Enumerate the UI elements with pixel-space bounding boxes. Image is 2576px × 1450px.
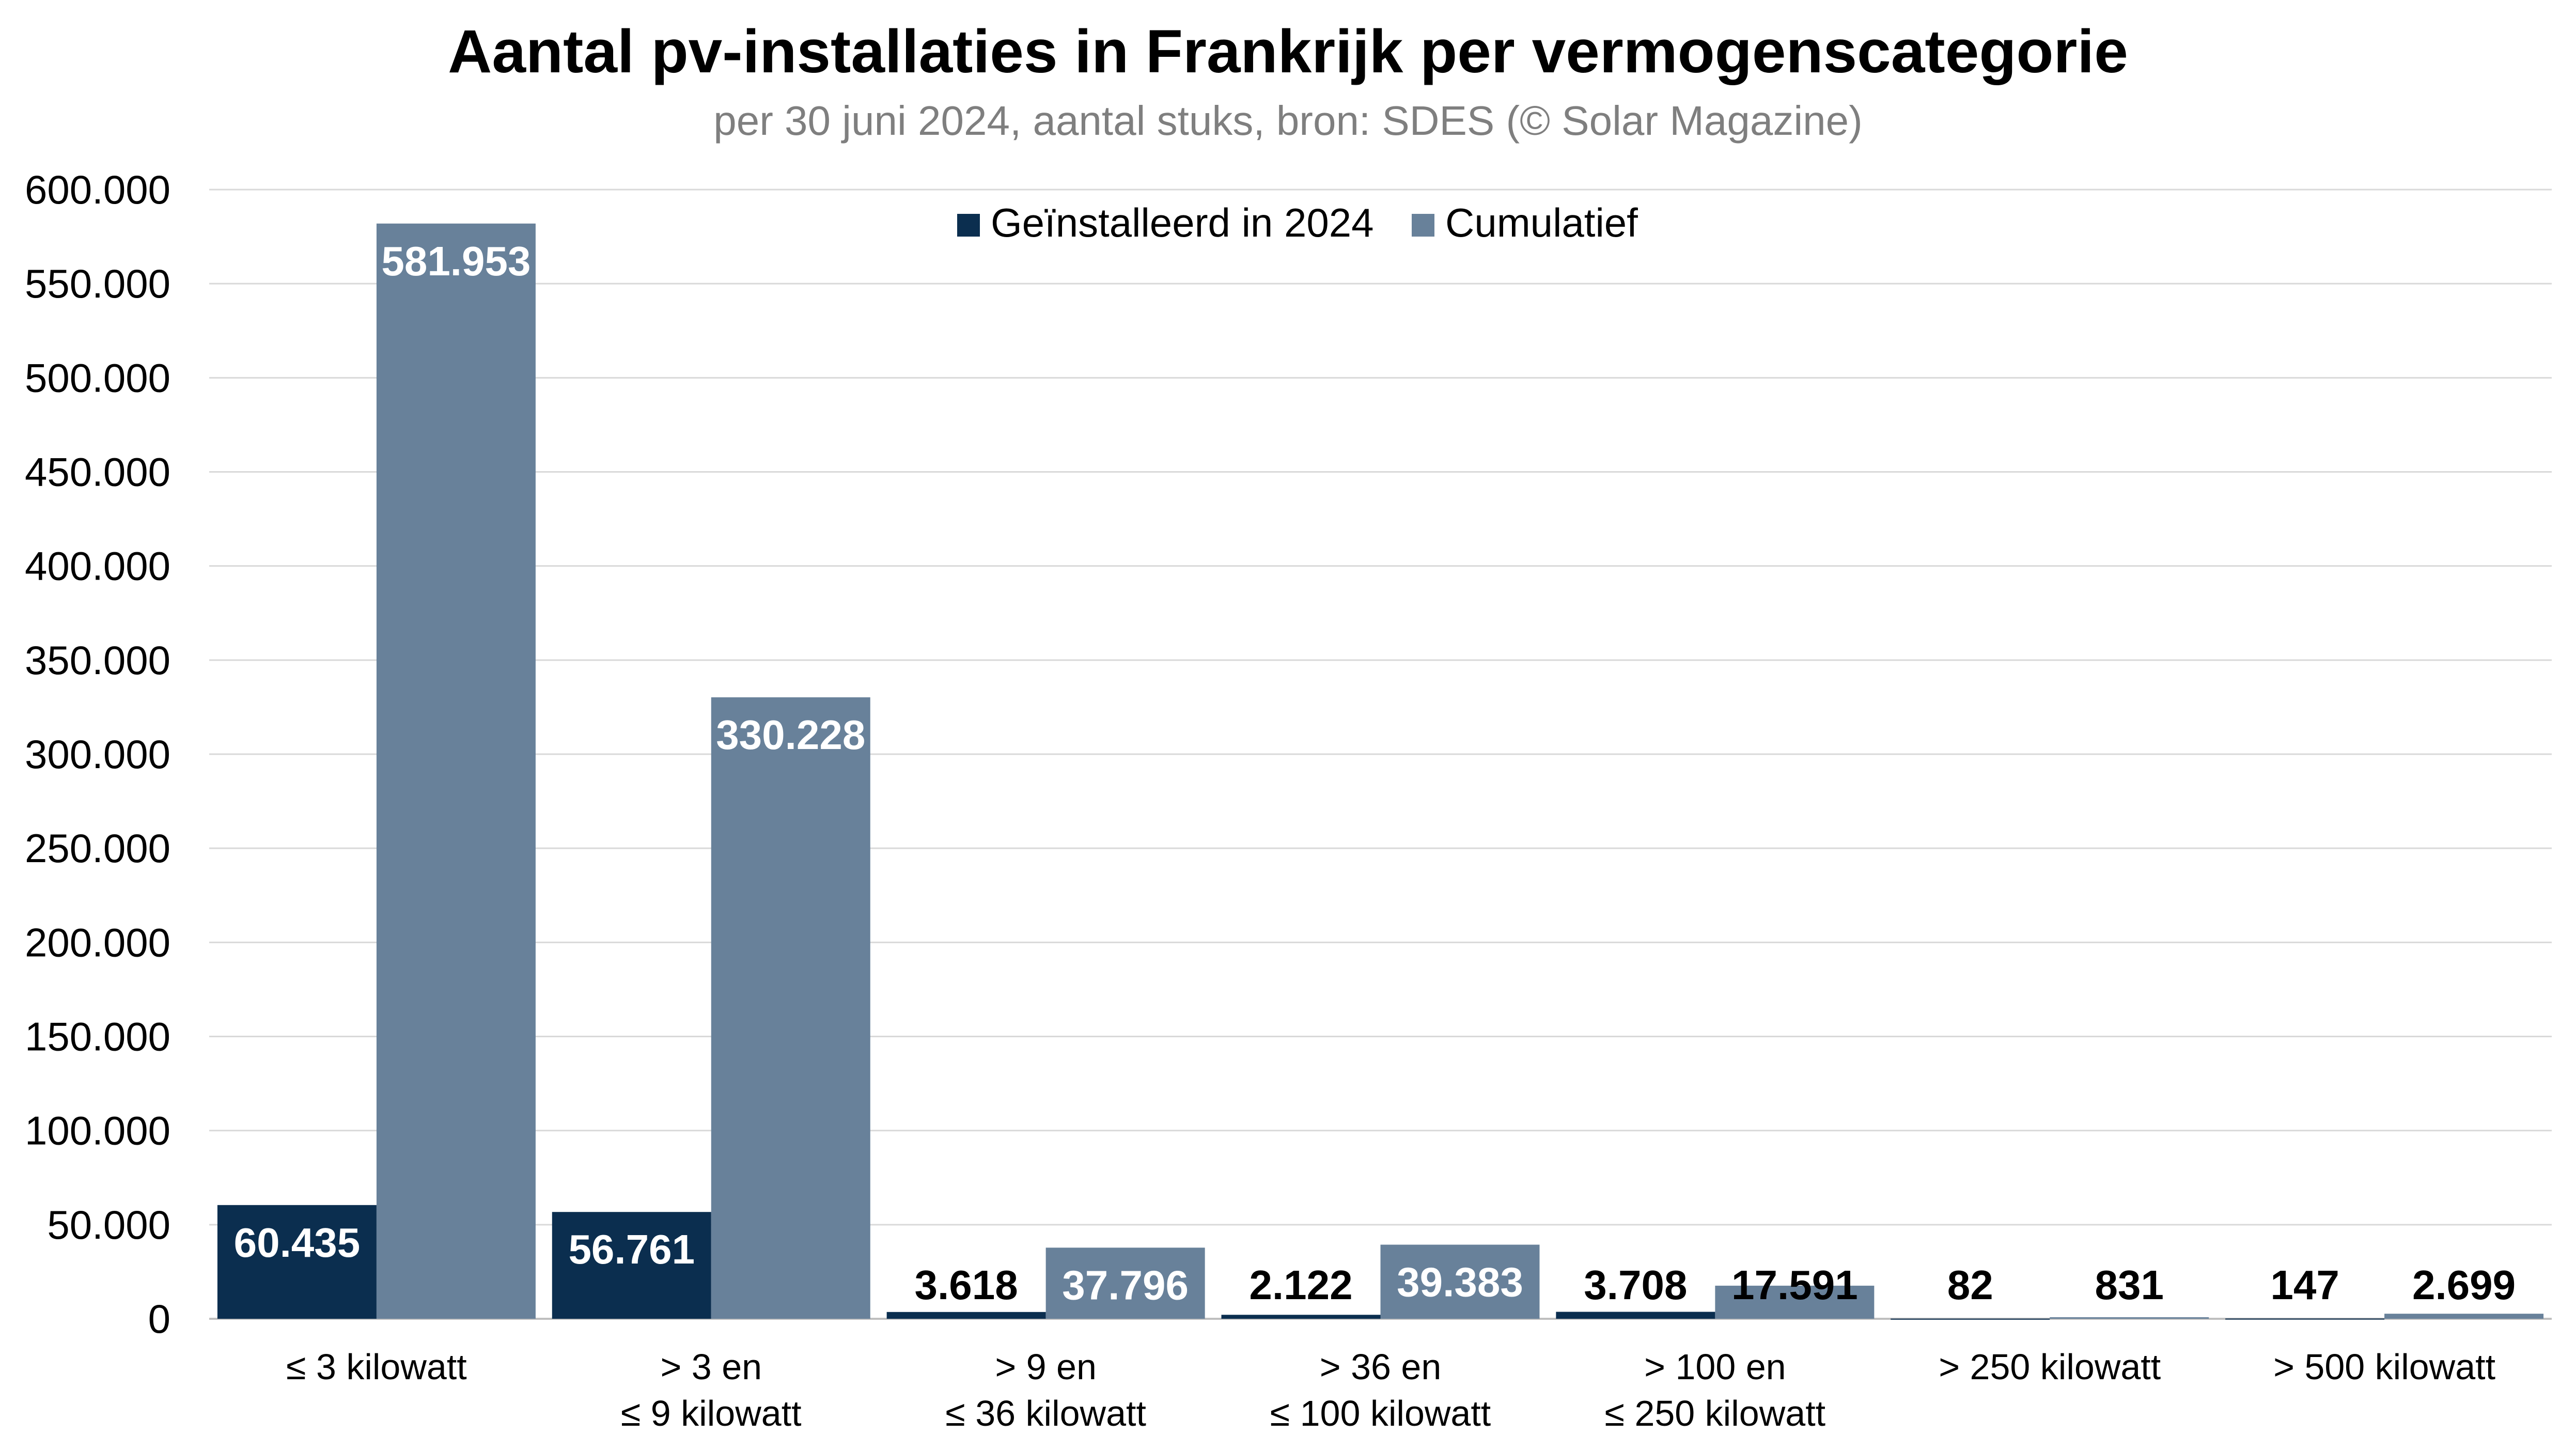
y-tick-label: 450.000 (25, 449, 170, 495)
bar-installed (217, 1205, 377, 1319)
legend-swatch (1412, 214, 1434, 237)
y-tick-label: 600.000 (25, 167, 170, 212)
y-tick-label: 200.000 (25, 919, 170, 965)
x-tick-label: > 100 en (1644, 1347, 1786, 1387)
y-tick-label: 50.000 (47, 1202, 170, 1248)
bar-installed (2225, 1318, 2385, 1320)
data-label: 56.761 (568, 1226, 695, 1272)
bar-installed (886, 1312, 1046, 1319)
bar-cumulative (2384, 1314, 2544, 1319)
legend-label: Cumulatief (1445, 200, 1638, 245)
data-label: 581.953 (381, 238, 530, 284)
bar-installed (552, 1212, 711, 1319)
y-tick-label: 350.000 (25, 637, 170, 683)
bars (217, 223, 2544, 1320)
x-tick-label: > 250 kilowatt (1939, 1347, 2161, 1387)
data-label: 37.796 (1062, 1262, 1189, 1308)
x-tick-label: > 500 kilowatt (2273, 1347, 2495, 1387)
y-tick-label: 300.000 (25, 731, 170, 777)
bar-cumulative (376, 223, 536, 1319)
data-label: 3.708 (1584, 1262, 1687, 1308)
data-label: 2.122 (1249, 1262, 1352, 1308)
legend: Geïnstalleerd in 2024 Cumulatief (957, 200, 1638, 245)
y-tick-label: 400.000 (25, 543, 170, 589)
bar-installed (1221, 1315, 1381, 1319)
y-tick-label: 0 (148, 1296, 170, 1342)
data-label: 330.228 (716, 712, 865, 758)
x-tick-label: ≤ 3 kilowatt (286, 1347, 467, 1387)
bar-cumulative (1380, 1244, 1540, 1319)
x-tick-label: > 3 en (660, 1347, 762, 1387)
x-tick-label: ≤ 36 kilowatt (945, 1393, 1146, 1433)
data-label: 82 (1947, 1262, 1993, 1308)
bar-cumulative (1715, 1285, 1875, 1319)
data-label: 2.699 (2412, 1262, 2516, 1308)
x-tick-label: > 9 en (995, 1347, 1097, 1387)
x-axis: ≤ 3 kilowatt > 3 en ≤ 9 kilowatt > 9 en ≤ 36… (286, 1347, 2495, 1433)
data-label: 147 (2270, 1262, 2339, 1308)
data-label: 17.591 (1731, 1262, 1858, 1308)
data-label: 3.618 (915, 1262, 1018, 1308)
bar-installed (1891, 1318, 2050, 1320)
chart-title: Aantal pv-installaties in Frankrijk per … (448, 18, 2128, 86)
bar-cumulative (711, 697, 870, 1319)
x-tick-label: > 36 en (1320, 1347, 1442, 1387)
data-label: 60.435 (234, 1220, 361, 1266)
gridlines (209, 189, 2552, 1320)
x-tick-label: ≤ 250 kilowatt (1605, 1393, 1826, 1433)
y-axis: 0 50.000 100.000 150.000 200.000 250.000 300.0… (25, 167, 170, 1342)
x-tick-label: ≤ 9 kilowatt (621, 1393, 802, 1433)
x-tick-label: ≤ 100 kilowatt (1270, 1393, 1491, 1433)
data-label: 39.383 (1397, 1259, 1523, 1305)
bar-cumulative (2050, 1317, 2209, 1319)
data-labels: 60.435 581.953 56.761 330.228 3.618 37.796 2.1… (234, 238, 2516, 1308)
y-tick-label: 150.000 (25, 1014, 170, 1059)
data-label: 831 (2095, 1262, 2163, 1308)
legend-label: Geïnstalleerd in 2024 (991, 200, 1374, 245)
y-tick-label: 500.000 (25, 355, 170, 400)
bar-cumulative (1045, 1248, 1205, 1319)
chart-subtitle: per 30 juni 2024, aantal stuks, bron: SD… (713, 98, 1863, 144)
y-tick-label: 250.000 (25, 825, 170, 871)
y-tick-label: 100.000 (25, 1108, 170, 1153)
bar-installed (1556, 1312, 1715, 1319)
y-tick-label: 550.000 (25, 261, 170, 306)
legend-swatch (957, 214, 980, 237)
